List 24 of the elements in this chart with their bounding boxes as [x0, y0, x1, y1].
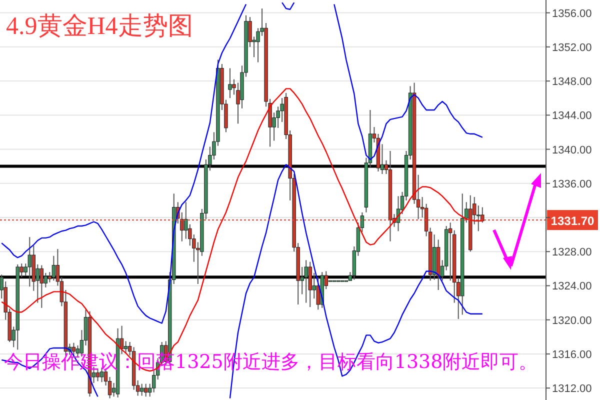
y-tick-label: 1352.00	[552, 42, 592, 54]
y-tick-label: 1312.00	[552, 383, 592, 396]
candlestick	[304, 260, 308, 304]
y-tick-label: 1348.00	[552, 76, 592, 88]
candlestick	[228, 68, 232, 99]
candlestick	[308, 261, 312, 308]
candlestick	[316, 276, 320, 310]
y-tick-label: 1356.00	[552, 8, 592, 20]
y-tick-label: 1344.00	[552, 110, 592, 122]
y-tick-label: 1324.00	[552, 280, 592, 293]
y-tick-label: 1340.00	[552, 144, 592, 156]
candlestick	[144, 383, 148, 398]
candlestick	[44, 272, 48, 288]
candlestick	[28, 236, 32, 288]
ref-line-label: 1331.70	[550, 214, 595, 228]
y-tick-label: 1336.00	[552, 178, 592, 190]
candlestick	[40, 264, 44, 308]
y-tick-label: 1316.00	[552, 348, 592, 361]
candlestick	[140, 383, 144, 396]
y-tick-label: 1328.00	[552, 246, 592, 259]
candlestick	[124, 340, 128, 354]
candlestick	[52, 255, 56, 282]
y-tick-label: 1320.00	[552, 314, 592, 327]
text: 4.9黄金H4走势图	[6, 13, 193, 40]
